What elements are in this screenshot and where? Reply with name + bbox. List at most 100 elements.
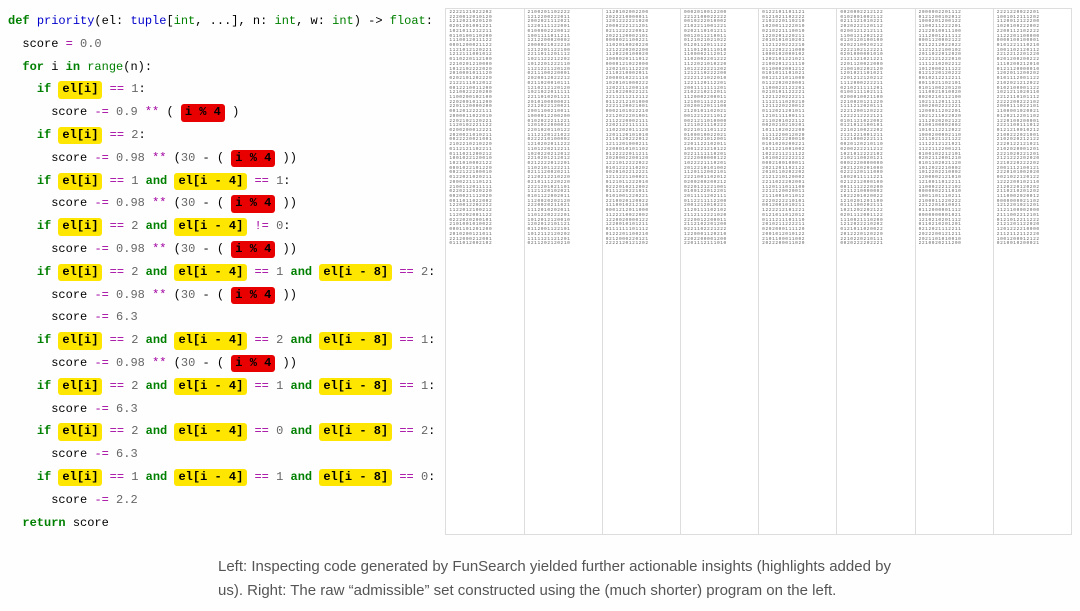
op-assign: = [66,37,73,51]
hl-el-im8-3: el[i - 8] [319,378,392,395]
var-score-4: score [51,196,87,210]
var-score-3: score [51,151,87,165]
cmp-1: == [110,82,124,96]
cmp-16: == [110,424,124,438]
kw-return: return [22,516,65,530]
colon-8: : [428,333,435,347]
pow-4: ** [152,242,166,256]
c098-3: 0.98 [116,242,145,256]
hl-el-im8-2: el[i - 8] [319,332,392,349]
cmp-21: == [399,470,413,484]
cmp-11: == [254,333,268,347]
cmp-10: == [110,333,124,347]
kw-and-3: and [146,265,168,279]
op-me-6: -= [94,356,108,370]
var-score-8: score [51,402,87,416]
hl-el-im8-4: el[i - 8] [319,423,392,440]
kw-and-10: and [291,424,313,438]
param-n: n [253,14,260,28]
var-score-2: score [51,105,87,119]
kw-if-2: if [37,128,51,142]
kw-and-11: and [146,470,168,484]
n2-6: 2 [276,333,283,347]
colon-9: : [428,379,435,393]
param-el: el [102,14,116,28]
var-score-10: score [51,493,87,507]
cmp-9: == [399,265,413,279]
n2-3: 2 [131,265,138,279]
c63-2: 6.3 [116,402,138,416]
kw-and-12: and [291,470,313,484]
c30-3: 30 [181,242,195,256]
hl-imod4-1: i % 4 [181,104,225,121]
caption-line-1: Left: Inspecting code generated by FunSe… [218,558,825,575]
figure-caption: Left: Inspecting code generated by FunSe… [218,555,918,603]
kw-and-6: and [291,333,313,347]
hl-imod4-2: i % 4 [231,150,275,167]
cmp-14: == [254,379,268,393]
arg-n: n [130,60,137,74]
n2-5: 2 [131,333,138,347]
kw-if-7: if [37,379,51,393]
var-score-5: score [51,242,87,256]
num-0: 0.0 [80,37,102,51]
kw-if-5: if [37,265,51,279]
type-int-1: int [174,14,196,28]
kw-if-8: if [37,424,51,438]
type-tuple: tuple [130,14,166,28]
ellipsis: ... [210,14,232,28]
n2-8: 2 [131,424,138,438]
n1-6: 1 [276,379,283,393]
c63-3: 6.3 [116,447,138,461]
cmp-6: != [254,219,268,233]
fn-range: range [87,60,123,74]
hl-imod4-4: i % 4 [231,241,275,258]
cmp-17: == [254,424,268,438]
op-me-3: -= [94,196,108,210]
kw-if-1: if [37,82,51,96]
data-block: 1120102002200 2022210000011 120122222102… [603,9,681,535]
hl-el-im4-1: el[i - 4] [174,173,247,190]
cmp-20: == [254,470,268,484]
kw-and-9: and [146,424,168,438]
op-me-4: -= [94,242,108,256]
c63-1: 6.3 [116,310,138,324]
c30-1: 30 [181,151,195,165]
kw-and-8: and [291,379,313,393]
n0-2: 0 [276,424,283,438]
colon-4: : [138,128,145,142]
data-block: 0020002212122 0102001002112 021112101022… [837,9,915,535]
kw-and-1: and [146,174,168,188]
var-score-ret: score [73,516,109,530]
type-float: float [390,14,426,28]
hl-el-i-5: el[i] [58,264,102,281]
kw-if-9: if [37,470,51,484]
op-me-5b: -= [94,310,108,324]
hl-el-i-2: el[i] [58,127,102,144]
hl-el-i-1: el[i] [58,81,102,98]
fn-name: priority [37,14,95,28]
op-me-9: -= [94,493,108,507]
kw-for: for [22,60,44,74]
cmp-5: == [110,219,124,233]
kw-if-4: if [37,219,51,233]
c30-4: 30 [181,288,195,302]
c22: 2.2 [116,493,138,507]
cmp-19: == [110,470,124,484]
var-score-6b: score [51,310,87,324]
hl-el-im4-2: el[i - 4] [174,218,247,235]
pow-2: ** [152,151,166,165]
kw-def: def [8,14,30,28]
hl-el-i-4: el[i] [58,218,102,235]
hl-el-im4-6: el[i - 4] [174,423,247,440]
code-panel: def priority(el: tuple[int, ...], n: int… [8,8,435,534]
pow-5: ** [152,288,166,302]
n2-2: 2 [131,219,138,233]
colon-3: : [138,82,145,96]
param-w: w [311,14,318,28]
pow-1: ** [145,105,159,119]
kw-and-4: and [291,265,313,279]
op-me-7: -= [94,402,108,416]
c098-2: 0.98 [116,196,145,210]
op-me-8: -= [94,447,108,461]
